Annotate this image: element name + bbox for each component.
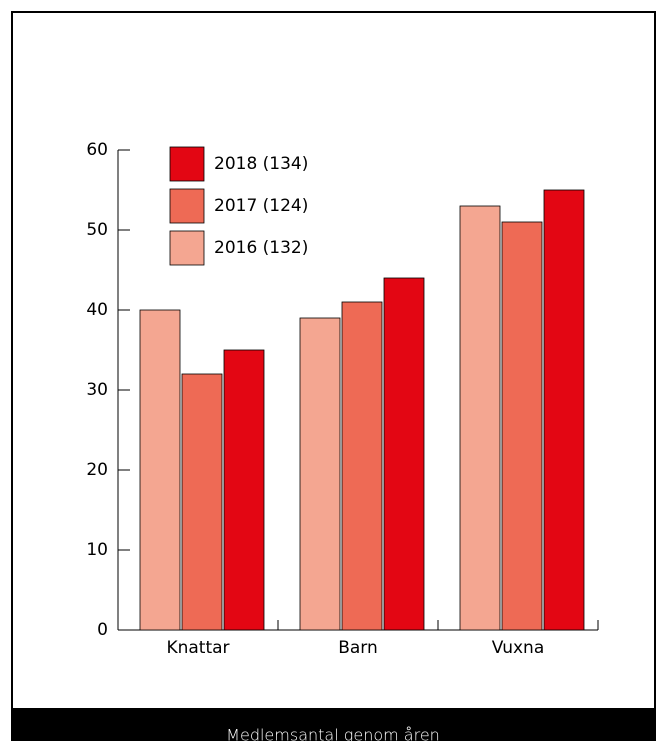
bar (181, 373, 223, 631)
y-tick-label: 40 (86, 300, 108, 320)
chart-title: Medlemsantal genom åren (226, 726, 440, 745)
legend-swatch (169, 146, 205, 182)
y-tick-label: 0 (97, 620, 108, 640)
bar (223, 349, 265, 631)
y-tick-label: 50 (86, 220, 108, 240)
x-tick-label: Barn (338, 638, 378, 658)
legend-swatch (169, 188, 205, 224)
y-tick-label: 30 (86, 380, 108, 400)
bar (459, 205, 501, 631)
bar (341, 301, 383, 631)
legend-label: 2016 (132) (214, 238, 308, 258)
y-tick-label: 10 (86, 540, 108, 560)
bar (543, 189, 585, 631)
legend-label: 2018 (134) (214, 154, 308, 174)
x-tick-label: Vuxna (492, 638, 545, 658)
bar (501, 221, 543, 631)
bar (299, 317, 341, 631)
y-tick-label: 20 (86, 460, 108, 480)
legend-label: 2017 (124) (214, 196, 308, 216)
bar (383, 277, 425, 631)
x-tick-label: Knattar (166, 638, 229, 658)
bar (139, 309, 181, 631)
y-tick-label: 60 (86, 140, 108, 160)
legend-swatch (169, 230, 205, 266)
footer-band (12, 708, 655, 741)
